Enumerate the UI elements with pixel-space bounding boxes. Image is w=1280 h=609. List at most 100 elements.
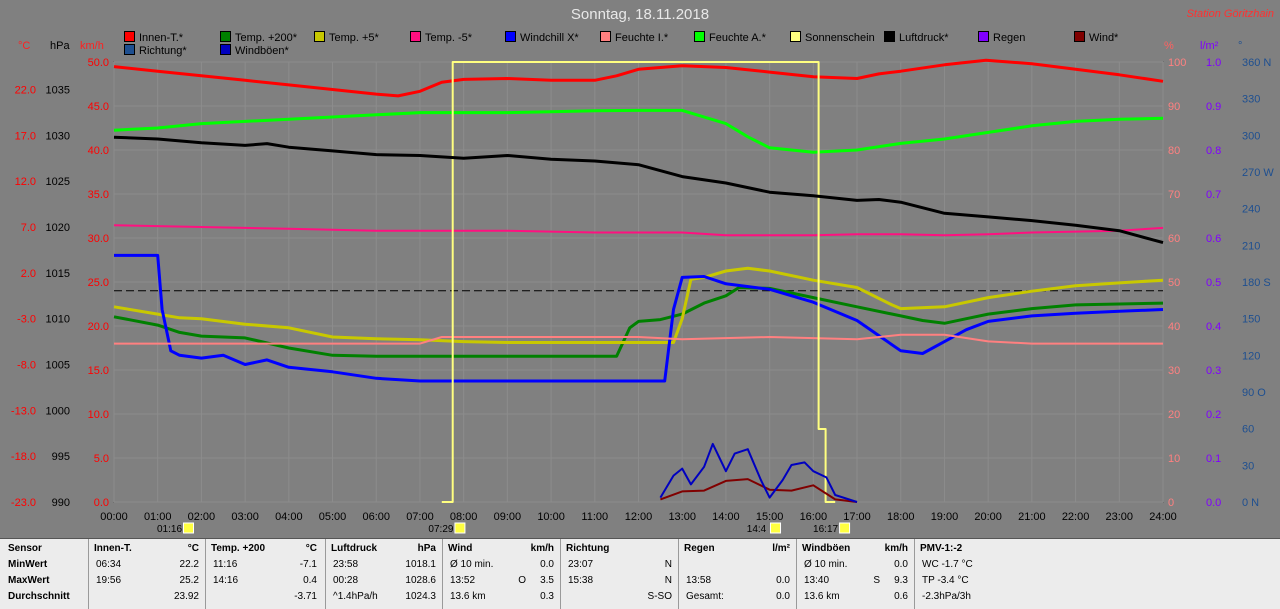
legend-label: Luftdruck* xyxy=(899,32,949,44)
avg-value: -3.71 xyxy=(294,591,317,602)
max-direction: S xyxy=(873,575,880,586)
stats-section: Regen l/m² 13:58 0.0 Gesamt: 0.0 xyxy=(678,539,797,609)
legend-swatch xyxy=(884,31,895,42)
stats-section: Wind km/h Ø 10 min. 0.0 13:52 O 3.5 13.6 km 0.3 xyxy=(442,539,561,609)
pressure-tick-label: 1015 xyxy=(46,268,70,280)
x-tick-label: 02:00 xyxy=(188,511,216,523)
avg-value: 0.3 xyxy=(540,591,554,602)
max-time: 14:16 xyxy=(213,575,239,586)
avg-value: 23.92 xyxy=(173,591,199,602)
series-line xyxy=(113,135,1164,245)
series-line xyxy=(113,108,1164,154)
legend-swatch xyxy=(220,31,231,42)
direction-tick-label: 150 xyxy=(1242,314,1260,326)
direction-tick-label: 90 O xyxy=(1242,387,1266,399)
rain-tick-label: 0.8 xyxy=(1206,145,1221,157)
speed-tick-label: 15.0 xyxy=(88,365,109,377)
x-tick-label: 08:00 xyxy=(450,511,478,523)
section-title: Richtung xyxy=(566,543,610,554)
humidity-tick-label: 100 xyxy=(1168,57,1186,69)
legend-item: Temp. +200* xyxy=(220,31,297,44)
section-unit: km/h xyxy=(530,543,554,554)
legend-swatch xyxy=(410,31,421,42)
min-value: -7.1 xyxy=(299,559,317,570)
min-time: Ø 10 min. xyxy=(804,559,848,570)
axis-unit-rain: l/m² xyxy=(1200,40,1219,52)
min-value: 22.2 xyxy=(179,559,199,570)
x-tick-label: 00:00 xyxy=(100,511,128,523)
rain-tick-label: 0.0 xyxy=(1206,497,1221,509)
section-unit: °C xyxy=(305,543,317,554)
legend-item: Wind* xyxy=(1074,31,1118,44)
speed-tick-label: 40.0 xyxy=(88,145,109,157)
series-line xyxy=(660,478,858,503)
x-tick-label: 04:00 xyxy=(275,511,303,523)
speed-tick-label: 45.0 xyxy=(88,101,109,113)
section-title: Innen-T. xyxy=(94,543,132,554)
legend-label: Windböen* xyxy=(235,45,289,57)
humidity-tick-label: 70 xyxy=(1168,189,1180,201)
speed-tick-label: 50.0 xyxy=(88,57,109,69)
max-time: 00:28 xyxy=(333,575,359,586)
section-unit: l/m² xyxy=(772,543,790,554)
x-tick-label: 07:00 xyxy=(406,511,434,523)
max-value: 0.0 xyxy=(776,575,790,586)
x-tick-label: 03:00 xyxy=(231,511,259,523)
rain-tick-label: 0.7 xyxy=(1206,189,1221,201)
avg-label: 13.6 km xyxy=(450,591,486,602)
direction-tick-label: 120 xyxy=(1242,350,1260,362)
direction-tick-label: 180 S xyxy=(1242,277,1271,289)
max-time: TP -3.4 °C xyxy=(922,575,969,586)
humidity-tick-label: 80 xyxy=(1168,145,1180,157)
pressure-tick-label: 995 xyxy=(52,451,70,463)
direction-tick-label: 30 xyxy=(1242,460,1254,472)
speed-tick-label: 35.0 xyxy=(88,189,109,201)
speed-tick-label: 0.0 xyxy=(94,497,109,509)
temp-tick-label: -8.0 xyxy=(17,360,36,372)
rain-tick-label: 0.1 xyxy=(1206,453,1221,465)
sun-icon xyxy=(839,522,851,534)
legend-label: Wind* xyxy=(1089,32,1119,44)
section-title: Luftdruck xyxy=(331,543,378,554)
pressure-tick-label: 1000 xyxy=(46,405,70,417)
stats-table: Sensor MinWert MaxWert Durchschnitt Inne… xyxy=(0,538,1280,609)
max-value: 25.2 xyxy=(179,575,199,586)
x-tick-label: 01:00 xyxy=(144,511,172,523)
humidity-tick-label: 30 xyxy=(1168,365,1180,377)
max-value: 3.5 xyxy=(540,575,554,586)
x-tick-label: 12:00 xyxy=(625,511,653,523)
legend-item: Sonnenschein xyxy=(790,31,875,44)
x-tick-label: 14:00 xyxy=(712,511,740,523)
series-line xyxy=(113,286,1164,358)
max-value: 9.3 xyxy=(894,575,908,586)
legend-label: Temp. +5* xyxy=(329,32,379,44)
row-label-sensor: Sensor xyxy=(8,543,42,554)
rain-tick-label: 1.0 xyxy=(1206,57,1221,69)
section-unit: km/h xyxy=(884,543,908,554)
section-title: Temp. +200 xyxy=(211,543,266,554)
pressure-tick-label: 1010 xyxy=(46,314,70,326)
max-direction: O xyxy=(518,575,526,586)
x-tick-label: 09:00 xyxy=(494,511,522,523)
x-tick-label: 24:00 xyxy=(1149,511,1177,523)
series-line xyxy=(113,224,1164,237)
axis-unit-humidity: % xyxy=(1164,40,1174,52)
series-line xyxy=(441,61,836,503)
row-label-max: MaxWert xyxy=(8,575,50,586)
legend-label: Feuchte A.* xyxy=(709,32,766,44)
direction-tick-label: 210 xyxy=(1242,240,1260,252)
legend-swatch xyxy=(505,31,516,42)
legend-label: Sonnenschein xyxy=(805,32,875,44)
temp-tick-label: -13.0 xyxy=(11,405,36,417)
legend-label: Windchill X* xyxy=(520,32,579,44)
min-value: 0.0 xyxy=(540,559,554,570)
legend: Innen-T.* Temp. +200* Temp. +5* Temp. -5… xyxy=(0,30,1280,58)
max-value: 1028.6 xyxy=(405,575,436,586)
temp-tick-label: -3.0 xyxy=(17,314,36,326)
legend-item: Innen-T.* xyxy=(124,31,183,44)
humidity-tick-label: 90 xyxy=(1168,101,1180,113)
legend-label: Temp. -5* xyxy=(425,32,473,44)
humidity-tick-label: 20 xyxy=(1168,409,1180,421)
sun-marker-label: 01:16 xyxy=(157,524,182,535)
row-labels: Sensor MinWert MaxWert Durchschnitt xyxy=(0,539,89,609)
